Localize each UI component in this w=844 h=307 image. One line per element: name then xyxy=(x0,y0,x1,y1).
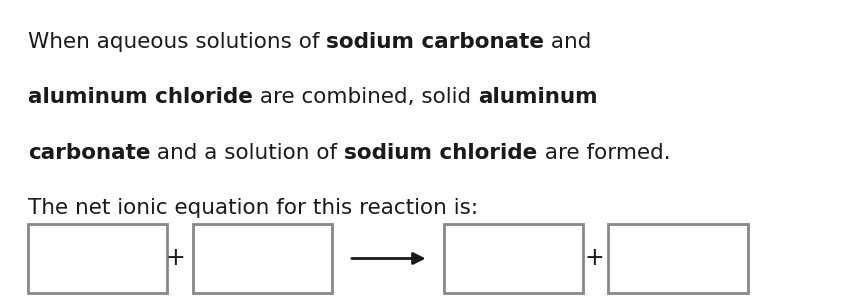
Text: +: + xyxy=(165,247,185,270)
Text: aluminum: aluminum xyxy=(477,87,597,107)
Text: When aqueous solutions of: When aqueous solutions of xyxy=(28,32,326,52)
Text: and: and xyxy=(544,32,591,52)
Text: sodium carbonate: sodium carbonate xyxy=(326,32,544,52)
Text: +: + xyxy=(583,247,603,270)
Text: The net ionic equation for this reaction is:: The net ionic equation for this reaction… xyxy=(28,198,478,218)
Text: and a solution of: and a solution of xyxy=(150,143,344,163)
Text: are formed.: are formed. xyxy=(537,143,669,163)
Text: carbonate: carbonate xyxy=(28,143,150,163)
Text: aluminum chloride: aluminum chloride xyxy=(28,87,252,107)
Text: sodium chloride: sodium chloride xyxy=(344,143,537,163)
Text: are combined, solid: are combined, solid xyxy=(252,87,477,107)
